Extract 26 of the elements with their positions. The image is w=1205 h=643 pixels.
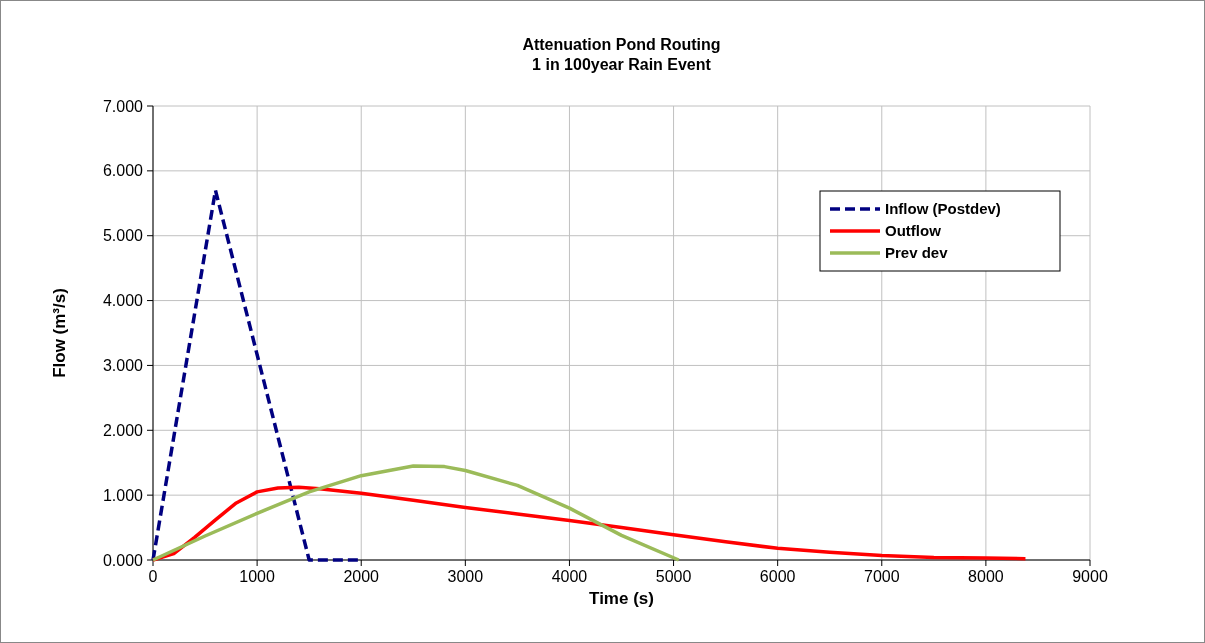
y-tick-label: 5.000	[102, 227, 144, 245]
line-series	[151, 464, 681, 562]
line-series	[151, 485, 1028, 562]
x-tick-label: 2000	[343, 568, 380, 585]
x-tick-label: 3000	[447, 568, 484, 585]
x-axis-title: Time (s)	[589, 589, 654, 608]
y-tick-label: 7.000	[102, 97, 144, 115]
legend-label: Prev dev	[885, 244, 949, 262]
chart-title: Attenuation Pond Routing 1 in 100year Rain Event	[522, 36, 721, 73]
y-tick-label: 1.000	[102, 486, 144, 504]
y-axis-title: Flow (m³/s)	[50, 288, 69, 378]
x-tick-label: 6000	[759, 568, 796, 585]
x-tick-label: 1000	[239, 568, 276, 585]
y-tick-label: 2.000	[102, 421, 144, 439]
x-tick-label: 4000	[551, 568, 588, 585]
x-tick-label: 9000	[1072, 568, 1108, 585]
y-tick-label: 0.000	[102, 551, 144, 569]
y-tick-label: 6.000	[102, 162, 144, 180]
legend-label: Inflow (Postdev)	[885, 200, 1001, 218]
x-tick-label: 8000	[968, 568, 1004, 585]
y-tick-label: 3.000	[102, 357, 144, 375]
x-tick-label: 7000	[863, 568, 900, 585]
legend-label: Outflow	[885, 222, 942, 240]
x-tick-label: 5000	[655, 568, 692, 585]
x-tick-label: 0	[148, 568, 158, 585]
y-tick-label: 4.000	[102, 292, 144, 310]
